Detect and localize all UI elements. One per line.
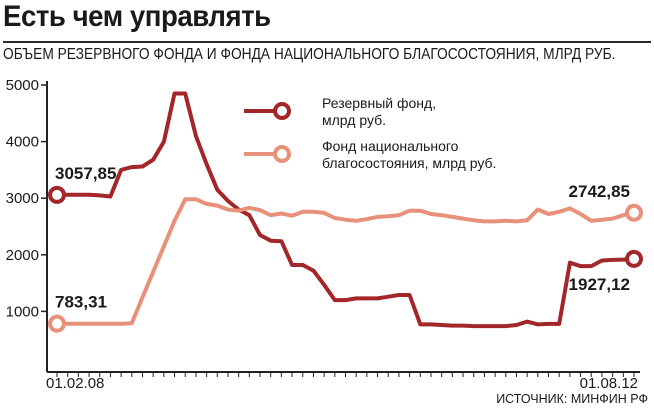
series-end-marker <box>625 249 643 268</box>
x-tick-label: 01.02.08 <box>46 375 104 392</box>
end-value-label: 1927,12 <box>569 275 630 294</box>
source-note: ИСТОЧНИК: МИНФИН РФ <box>496 392 648 406</box>
legend-marker <box>273 145 291 163</box>
legend: Резервный фонд,млрд руб. Фонд национально… <box>244 95 496 171</box>
end-value-label: 2742,85 <box>569 182 630 201</box>
series-end-marker <box>625 203 643 222</box>
legend-label: млрд руб. <box>322 112 386 128</box>
y-tick-label: 1000 <box>6 303 39 320</box>
legend-marker <box>273 102 291 120</box>
series-layer <box>48 91 643 333</box>
series-line-2 <box>55 197 636 326</box>
chart-subtitle: ОБЪЕМ РЕЗЕРВНОГО ФОНДА И ФОНДА НАЦИОНАЛЬ… <box>3 46 616 63</box>
series-start-marker <box>48 314 66 333</box>
start-value-label: 3057,85 <box>55 164 116 183</box>
legend-label: Фонд национального <box>322 138 459 154</box>
y-tick-label: 3000 <box>6 190 39 207</box>
y-tick-label: 5000 <box>6 77 39 94</box>
y-tick-label: 2000 <box>6 247 39 264</box>
series-start-marker <box>48 185 66 204</box>
start-value-label: 783,31 <box>55 293 107 312</box>
y-tick-label: 4000 <box>6 134 39 151</box>
title-rule <box>3 41 651 43</box>
series-line-1 <box>55 91 636 329</box>
legend-label: Резервный фонд, <box>322 95 436 111</box>
data-labels: 3057,85 1927,12 783,31 2742,85 <box>55 164 630 312</box>
chart-title: Есть чем управлять <box>3 0 271 33</box>
x-tick-label: 01.08.12 <box>580 375 638 392</box>
axes: 1000 2000 3000 4000 5000 01.02.08 01.08.12 <box>6 77 640 392</box>
legend-label: благосостояния, млрд руб. <box>322 155 496 171</box>
